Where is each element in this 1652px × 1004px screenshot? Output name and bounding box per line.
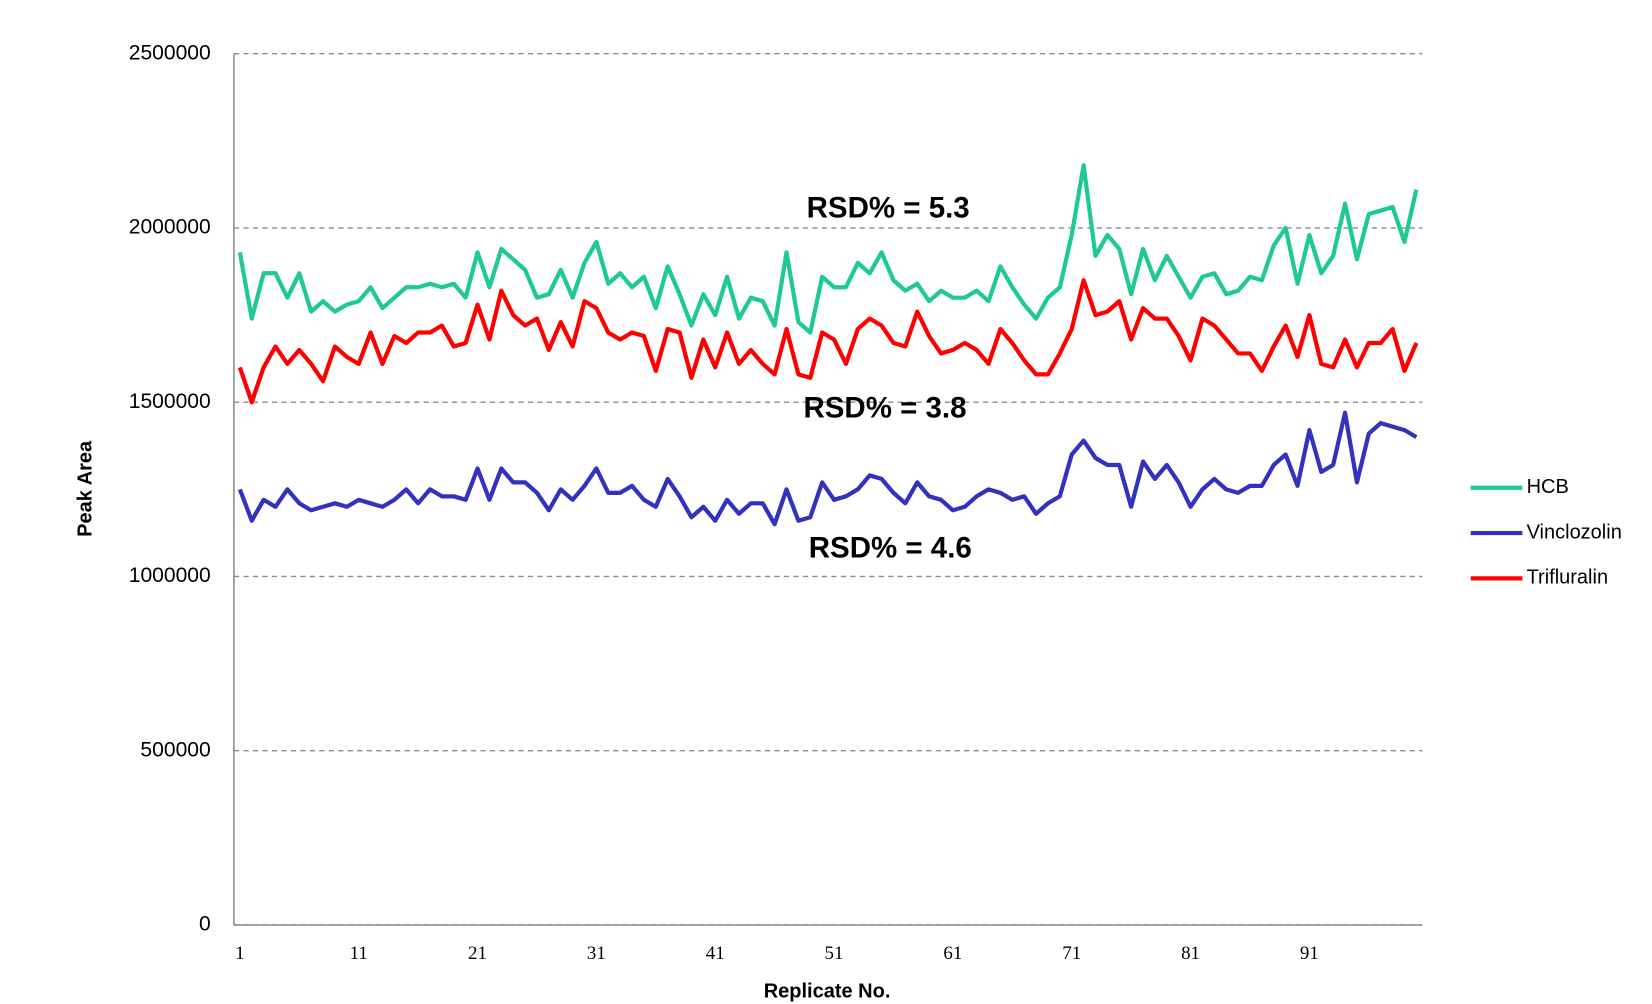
x-tick-label: 71 (1062, 943, 1081, 964)
y-tick-label: 1000000 (129, 564, 211, 587)
x-tick-label: 61 (943, 943, 962, 964)
series-line (237, 410, 1418, 527)
x-tick-label: 51 (825, 943, 844, 964)
series-line (237, 278, 1419, 405)
y-tick-label: 2000000 (129, 216, 211, 239)
y-tick-label: 500000 (140, 738, 210, 761)
x-tick-label: 31 (587, 943, 606, 964)
x-tick-label: 81 (1181, 943, 1200, 964)
legend-label: Trifluralin (1527, 567, 1609, 589)
annotation: RSD% = 4.6 (809, 532, 972, 565)
x-tick-label: 91 (1300, 943, 1319, 964)
y-tick-label: 0 (199, 913, 211, 936)
legend-label: Vinclozolin (1527, 521, 1622, 543)
y-tick-label: 1500000 (129, 390, 211, 413)
y-tick-label: 2500000 (129, 41, 211, 64)
annotation: RSD% = 5.3 (807, 191, 970, 224)
x-tick-label: 21 (468, 943, 487, 964)
legend-label: HCB (1527, 476, 1569, 498)
x-axis-title: Replicate No. (764, 981, 891, 1003)
y-axis-title: Peak Area (75, 440, 97, 537)
x-tick-label: 1 (235, 943, 244, 964)
annotation: RSD% = 3.8 (803, 392, 966, 425)
x-tick-label: 11 (350, 943, 368, 964)
x-tick-label: 41 (706, 943, 725, 964)
series-line (237, 163, 1419, 335)
